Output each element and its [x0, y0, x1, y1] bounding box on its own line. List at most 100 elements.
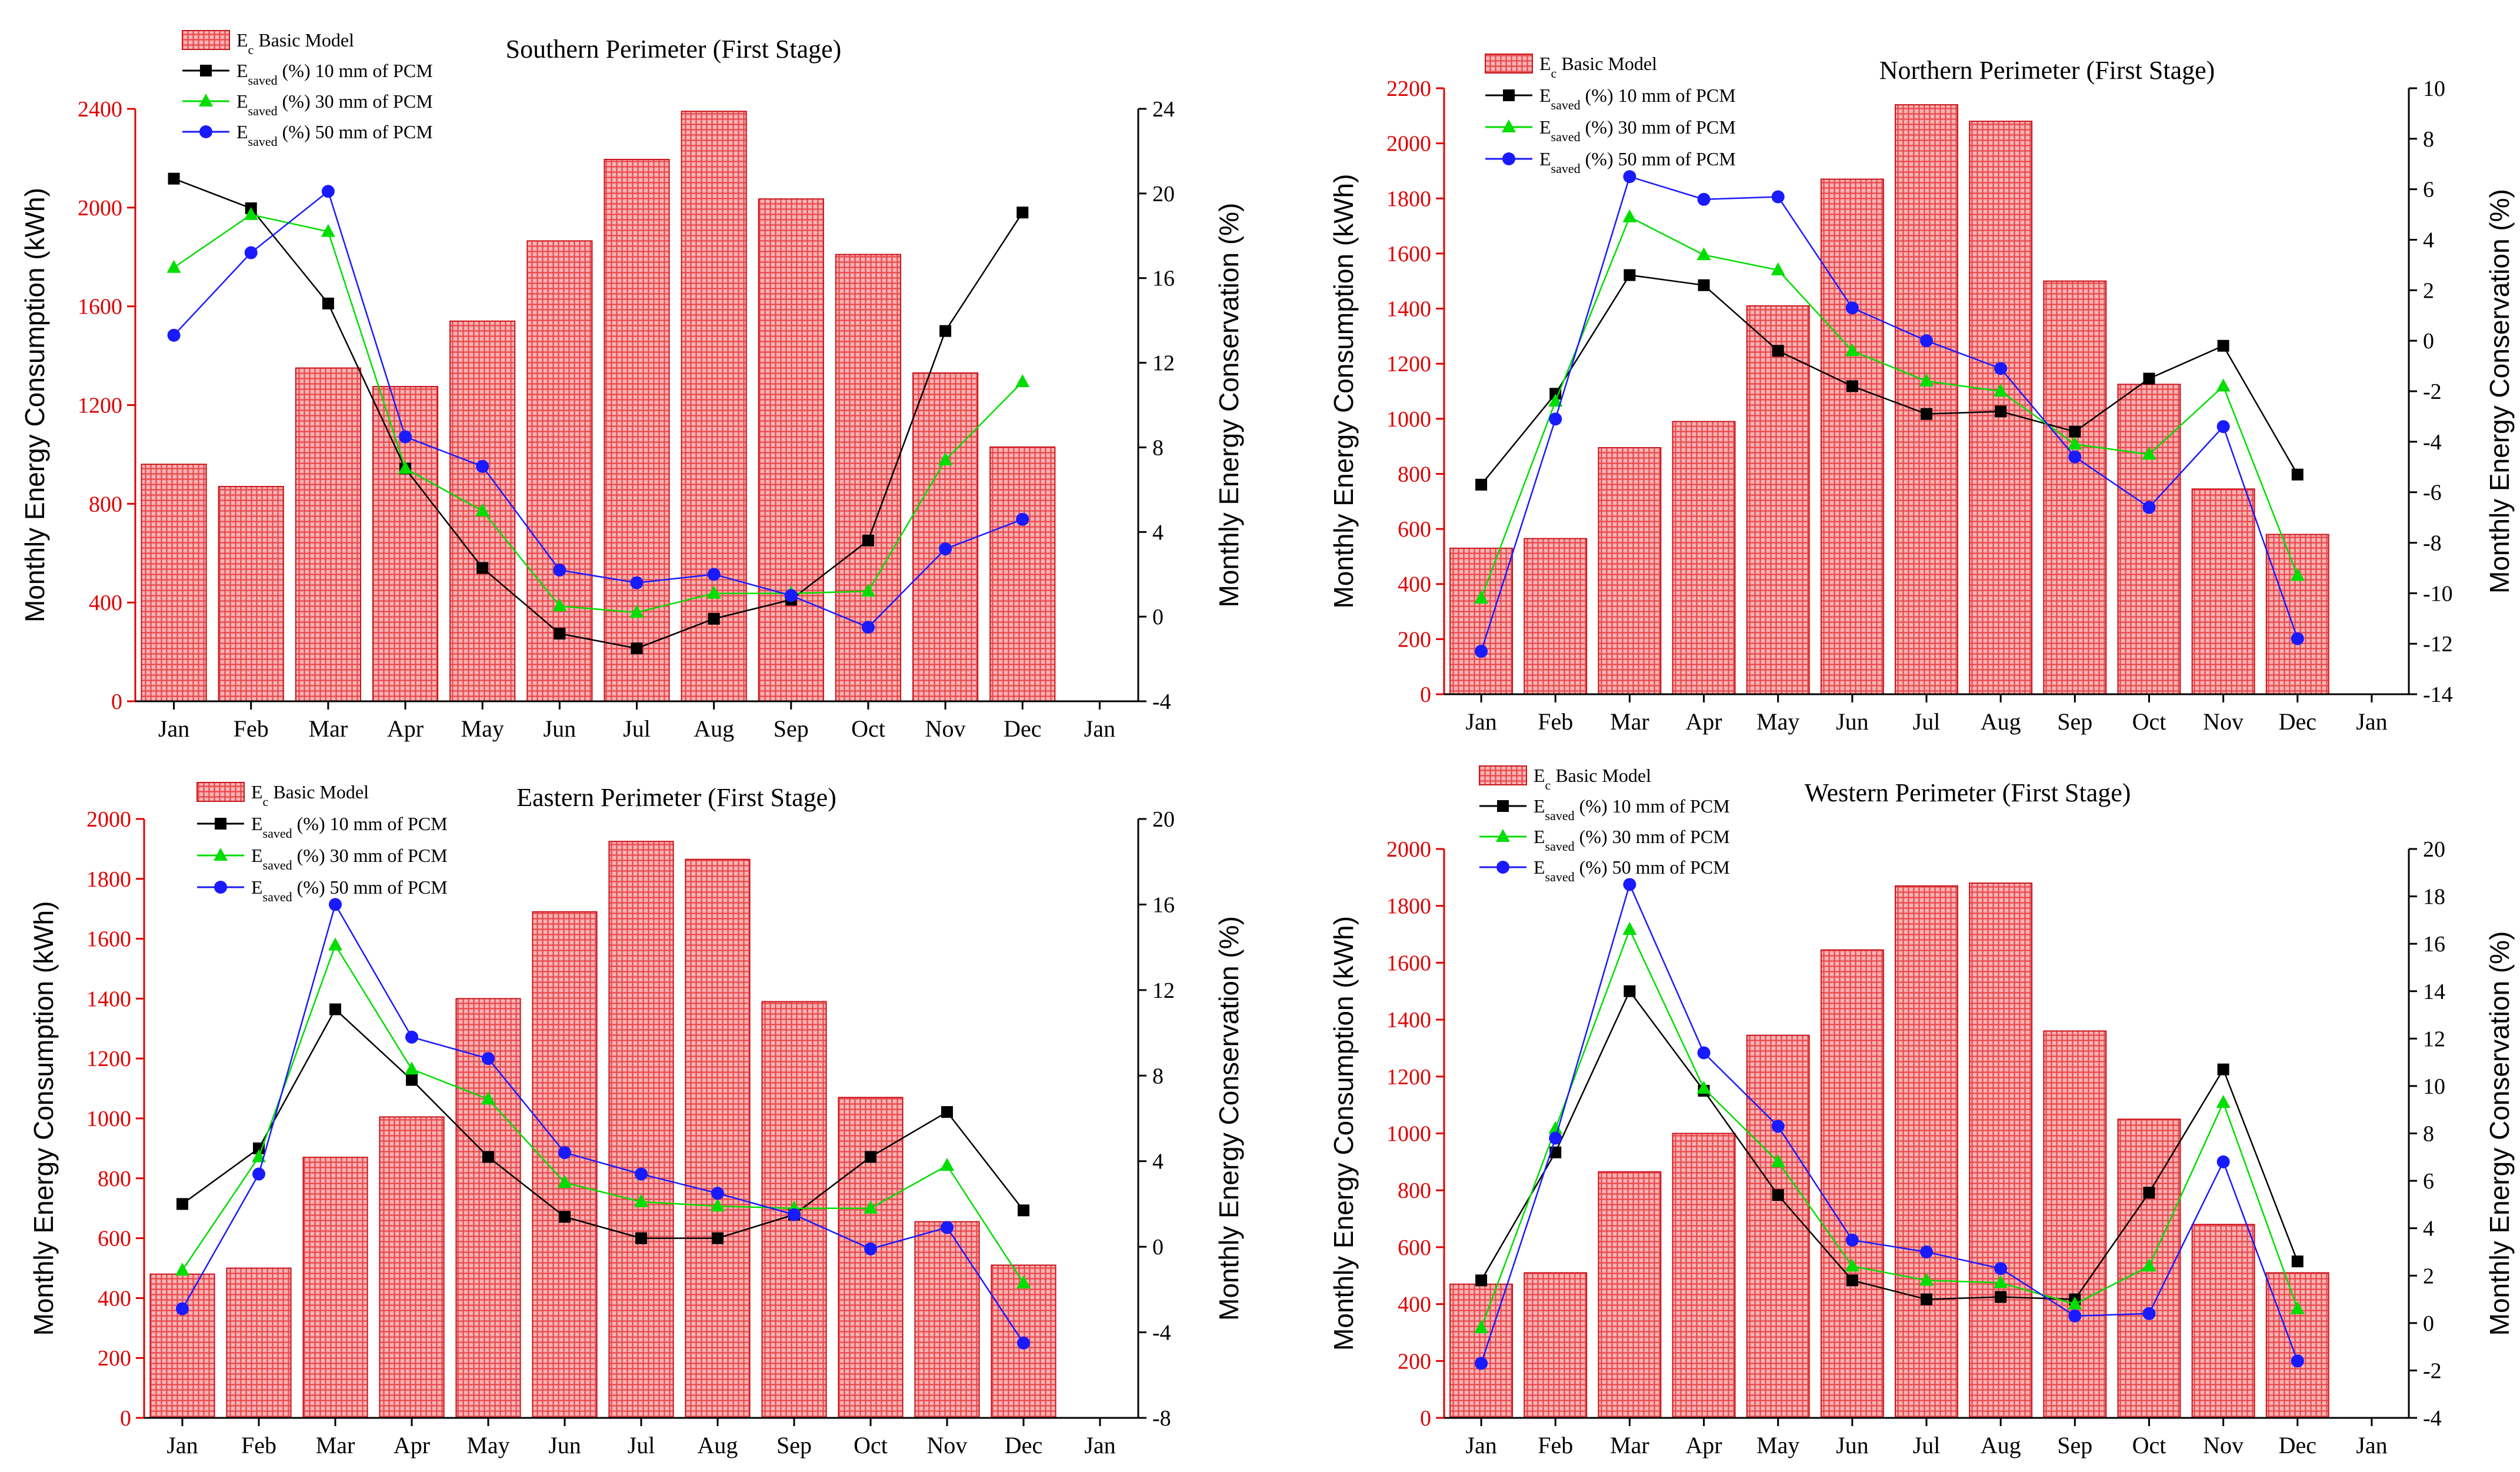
point-50mm-sep [784, 589, 798, 602]
point-50mm-dec [2291, 632, 2304, 645]
chart-panel-western: Western Perimeter (First Stage)020040060… [1328, 765, 2515, 1458]
left-tick-label: 200 [1398, 1349, 1431, 1374]
series-line-30mm [1480, 216, 2298, 599]
legend-label-30mm: Esaved (%) 30 mm of PCM [1539, 116, 1736, 144]
x-tick-label: Aug [1981, 708, 2021, 735]
series-line-10mm [174, 178, 1024, 650]
bar-mar [1598, 1171, 1662, 1418]
bar-jul [1895, 104, 1958, 695]
point-10mm-nov [939, 325, 952, 337]
left-tick-label: 1200 [1386, 352, 1431, 377]
left-tick-label: 1800 [86, 867, 131, 892]
bar-aug [685, 858, 751, 1418]
legend: Ec Basic Model Esaved (%) 10 mm of PCM Esa… [196, 781, 448, 904]
series-line-30mm [173, 214, 1024, 614]
legend-label-50mm: Esaved (%) 50 mm of PCM [1539, 148, 1736, 176]
series-line-50mm [1480, 882, 2298, 1364]
chart-panel-southern: Southern Perimeter (First Stage) 0 400 800 1… [19, 29, 1244, 742]
bar-nov [914, 1221, 980, 1418]
x-tick-label: Jun [1836, 708, 1869, 735]
x-tick-label: Dec [2279, 1432, 2316, 1458]
x-tick-label: Jul [623, 715, 651, 742]
right-tick-label: 20 [2423, 837, 2445, 862]
left-tick-label: 1400 [86, 987, 131, 1011]
bar-jun [526, 240, 593, 702]
x-tick-label: Apr [1685, 1432, 1722, 1458]
right-tick-label: 20 [1152, 182, 1175, 207]
point-30mm-oct [864, 1200, 878, 1214]
x-tick-label: Feb [1538, 708, 1573, 735]
point-50mm-aug [1994, 362, 2008, 375]
point-50mm-dec [1016, 512, 1029, 526]
right-tick-label: 16 [1152, 892, 1175, 917]
point-10mm-sep [2069, 425, 2081, 438]
bar-apr [1672, 421, 1736, 695]
bar-sep [2043, 280, 2107, 695]
point-10mm-may [482, 1151, 494, 1163]
series-line-50mm [173, 190, 1023, 628]
point-30mm-nov [2216, 378, 2231, 392]
point-50mm-may [476, 459, 489, 473]
point-10mm-mar [322, 297, 334, 309]
left-tick-label: 400 [98, 1286, 131, 1311]
right-tick-label: -4 [1152, 1321, 1171, 1346]
legend-marker-50mm [1502, 152, 1515, 165]
bar-nov [912, 372, 979, 702]
point-50mm-apr [405, 1030, 418, 1044]
series-line-50mm [181, 902, 1025, 1344]
point-50mm-apr [1697, 192, 1711, 206]
legend-swatch-bar [196, 782, 245, 802]
x-tick-label: Sep [2057, 1432, 2092, 1458]
point-50mm-may [1771, 190, 1785, 204]
y-axis-label: Monthly Energy Consumption (kWh) [19, 188, 50, 622]
left-tick-label: 200 [1398, 627, 1431, 652]
right-tick-label: 4 [2423, 228, 2434, 253]
point-30mm-dec [2290, 568, 2305, 581]
bar-mar [1598, 447, 1662, 695]
bar-jan [141, 464, 207, 702]
point-50mm-jul [630, 576, 644, 590]
legend: Ec Basic Model Esaved (%) 10 mm of PCM Esa… [182, 29, 433, 149]
x-tick-label: Apr [387, 715, 424, 742]
point-30mm-nov [938, 452, 953, 466]
left-tick-label: 1000 [1386, 1122, 1431, 1147]
legend-marker-10mm [1503, 89, 1515, 101]
right-tick-label: 4 [1152, 1150, 1164, 1174]
point-50mm-mar [1623, 878, 1636, 891]
point-50mm-jan [167, 328, 181, 342]
left-tick-label: 600 [1398, 1235, 1431, 1260]
point-30mm-nov [940, 1157, 954, 1171]
point-30mm-sep [2068, 1296, 2082, 1310]
x-tick-label: Jan [2356, 1432, 2387, 1458]
point-30mm-jan [1474, 590, 1489, 604]
right-tick-label: 6 [2423, 1169, 2434, 1194]
legend-swatch-bar [1479, 765, 1527, 785]
x-tick-label: Feb [241, 1432, 276, 1458]
legend-marker-50mm [214, 881, 227, 894]
right-tick-label: 16 [1152, 267, 1175, 291]
point-10mm-aug [712, 1232, 724, 1244]
point-10mm-jul [1921, 408, 1932, 420]
bar-sep [2043, 1030, 2107, 1418]
left-tick-label: 1600 [78, 295, 122, 319]
right-tick-label: 8 [1152, 1064, 1164, 1088]
right-tick-label: 0 [1152, 605, 1164, 630]
point-10mm-mar [1624, 985, 1636, 997]
point-10mm-jan [1475, 478, 1488, 491]
right-tick-label: 20 [1152, 807, 1175, 832]
bar-dec [2265, 534, 2329, 695]
x-tick-label: Sep [776, 1432, 812, 1458]
right-tick-label: -14 [2423, 682, 2453, 707]
legend-swatch-bar [1485, 54, 1533, 74]
right-tick-label: 4 [2423, 1217, 2434, 1241]
x-tick-label: May [1756, 708, 1799, 735]
chart-panel-northern: Northern Perimeter (First Stage) 0 200 400 6… [1328, 53, 2515, 735]
legend-marker-50mm [1496, 861, 1509, 874]
x-tick-label: Dec [2279, 708, 2316, 735]
point-50mm-jul [1920, 334, 1933, 348]
left-tick-label: 1400 [1386, 1008, 1431, 1033]
left-tick-label: 2000 [1386, 132, 1431, 156]
right-tick-label: 8 [1152, 435, 1164, 460]
left-tick-label: 1600 [1386, 242, 1431, 267]
